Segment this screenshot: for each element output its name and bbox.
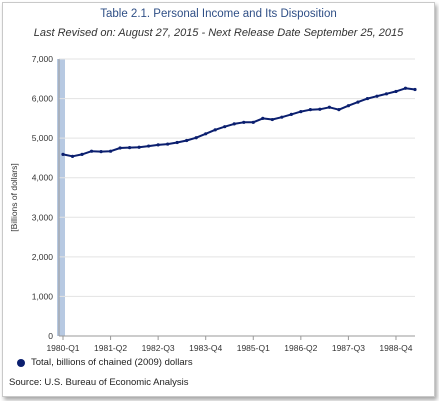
data-point	[413, 87, 417, 92]
data-point	[232, 122, 236, 126]
data-point	[166, 142, 170, 146]
legend[interactable]: Total, billions of chained (2009) dollar…	[17, 357, 193, 368]
data-point	[308, 108, 312, 112]
data-point	[280, 115, 284, 119]
data-point	[223, 125, 227, 129]
legend-marker	[17, 358, 25, 367]
data-point	[118, 146, 122, 150]
chart-frame: Table 2.1. Personal Income and Its Dispo…	[2, 2, 435, 397]
x-tick-label: 1981-Q2	[94, 343, 127, 353]
data-point	[80, 152, 84, 156]
data-point	[99, 149, 103, 154]
y-tick-label: 1,000	[32, 291, 54, 301]
data-point	[242, 120, 246, 124]
x-tick-label: 1986-Q2	[284, 343, 317, 353]
data-point	[127, 146, 132, 150]
data-point	[375, 94, 379, 98]
range-selector-bar	[57, 59, 65, 336]
x-tick-label: 1982-Q3	[142, 343, 175, 353]
data-point	[204, 132, 208, 136]
data-point	[156, 143, 160, 147]
x-tick-label: 1985-Q1	[237, 343, 270, 353]
data-point	[194, 136, 198, 140]
data-point	[327, 105, 331, 109]
y-tick-label: 2,000	[32, 252, 54, 262]
data-point	[147, 144, 151, 148]
y-axis-label: [Billions of dollars]	[9, 163, 19, 232]
x-tick-label: 1980-Q1	[46, 343, 79, 353]
data-point	[403, 86, 408, 90]
data-point	[384, 92, 389, 96]
y-tick-label: 3,000	[32, 212, 54, 222]
data-point	[89, 149, 94, 153]
data-point	[270, 117, 274, 122]
chart-title: Table 2.1. Personal Income and Its Dispo…	[100, 8, 337, 20]
data-point	[251, 120, 255, 124]
data-point	[213, 128, 217, 132]
data-point	[70, 154, 75, 158]
data-point	[337, 108, 341, 112]
data-point	[137, 145, 141, 149]
data-point	[394, 89, 398, 94]
data-point	[108, 149, 113, 153]
y-tick-label: 4,000	[32, 173, 54, 183]
y-tick-label: 6,000	[32, 94, 54, 104]
chart-subtitle: Last Revised on: August 27, 2015 - Next …	[33, 27, 404, 39]
series-line	[62, 87, 416, 158]
data-point	[175, 140, 179, 145]
data-point	[185, 138, 189, 143]
y-tick-label: 5,000	[32, 133, 54, 143]
data-point	[356, 100, 360, 104]
x-tick-label: 1987-Q3	[332, 343, 365, 353]
data-point	[61, 152, 65, 156]
data-point	[346, 104, 351, 108]
y-tick-label: 0	[48, 331, 53, 341]
data-point	[289, 112, 293, 116]
x-tick-label: 1983-Q4	[189, 343, 222, 353]
x-tick-label: 1988-Q4	[379, 343, 412, 353]
source-note: Source: U.S. Bureau of Economic Analysis	[9, 377, 189, 388]
data-point	[299, 110, 303, 114]
data-point	[318, 107, 322, 111]
y-tick-label: 7,000	[32, 54, 54, 64]
data-point	[365, 96, 370, 101]
legend-label: Total, billions of chained (2009) dollar…	[31, 357, 193, 368]
data-point	[261, 116, 265, 120]
line-chart: 0 1,000 2,000 3,000 4,000 5,000 6,000 7,000 [Bil…	[9, 54, 417, 353]
